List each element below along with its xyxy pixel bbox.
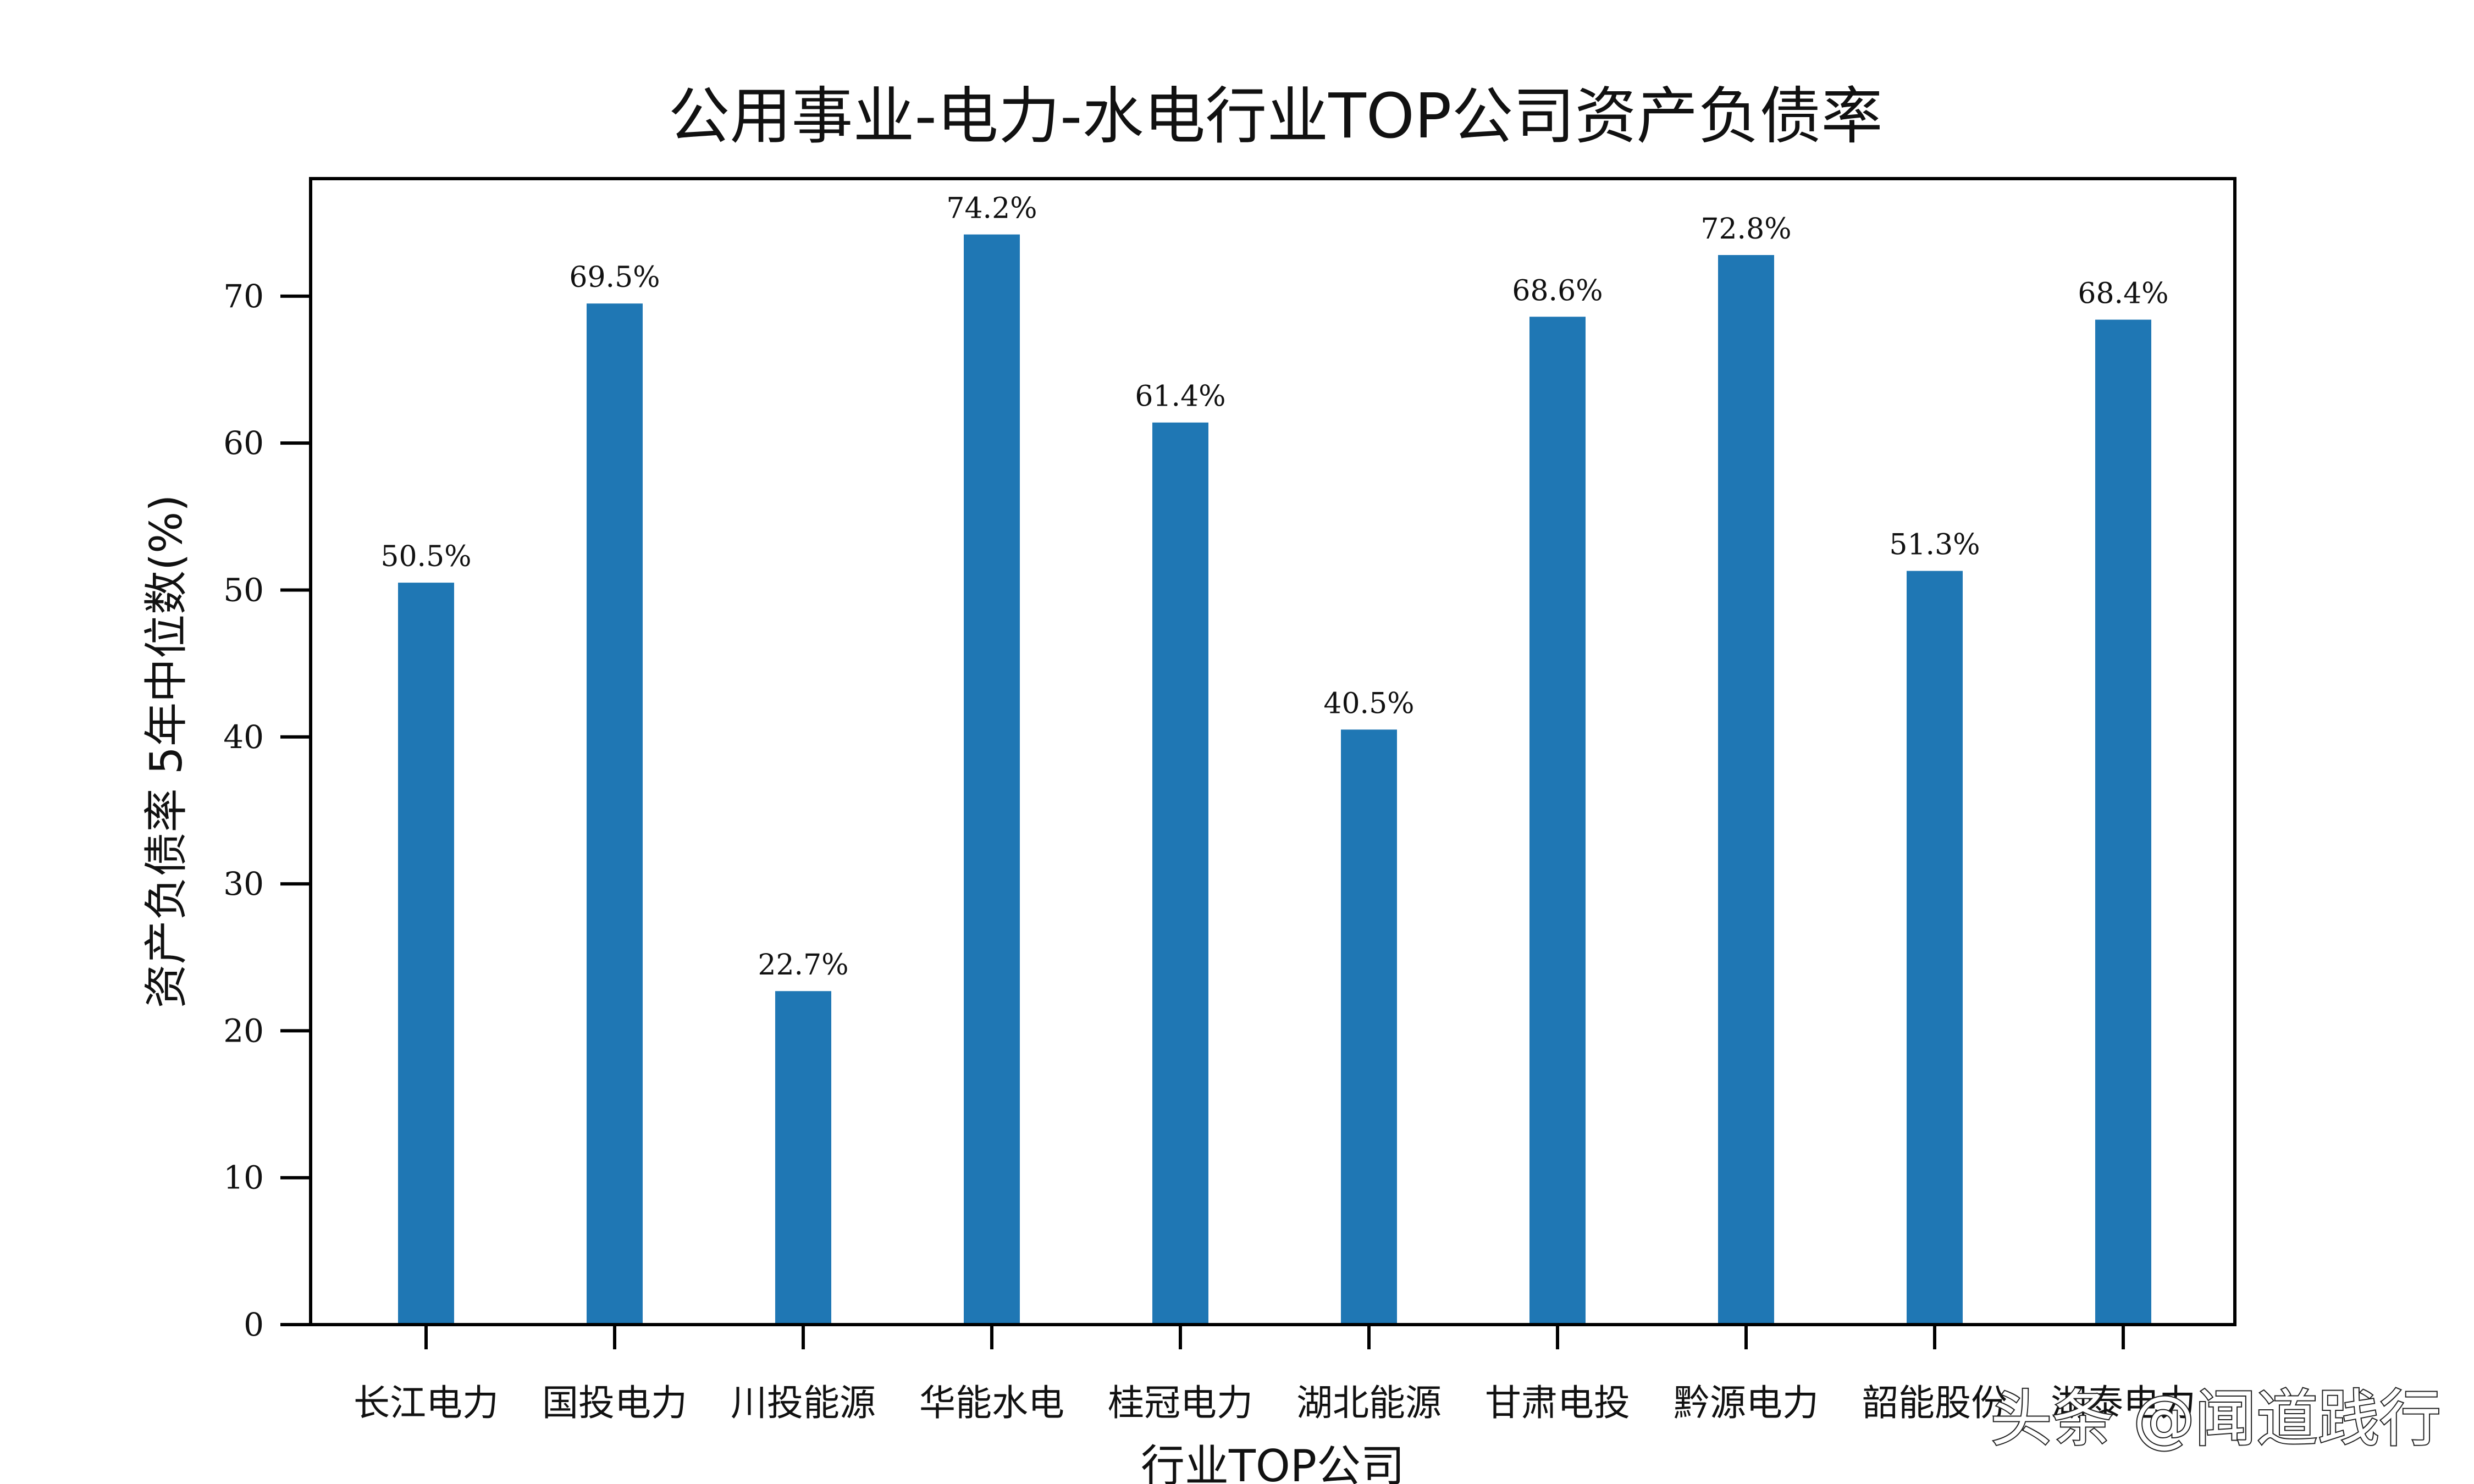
bar-10	[2095, 319, 2151, 1325]
y-axis: 0 10 20 30 40 50 60 70	[223, 278, 311, 1343]
x-tick-label-10: 湖泰电力	[2051, 1382, 2196, 1424]
bar-1	[398, 583, 454, 1325]
x-axis-title: 行业TOP公司	[1141, 1441, 1405, 1484]
chart-title: 公用事业-电力-水电行业TOP公司资产负债率	[669, 81, 1883, 152]
bar-9	[1907, 571, 1963, 1325]
data-label-7: 68.6%	[1512, 274, 1603, 307]
data-label-2: 69.5%	[569, 261, 660, 294]
x-tick-label-4: 华能水电	[919, 1382, 1064, 1424]
data-label-4: 74.2%	[946, 192, 1037, 225]
x-tick-label-9: 韶能股份	[1862, 1382, 2007, 1424]
data-label-1: 50.5%	[380, 540, 471, 573]
y-tick-label-3: 20	[223, 1012, 264, 1049]
y-tick-label-7: 60	[223, 424, 264, 462]
data-label-6: 40.5%	[1323, 687, 1414, 720]
x-tick-label-1: 长江电力	[354, 1382, 499, 1424]
x-tick-label-5: 桂冠电力	[1108, 1382, 1253, 1424]
x-tick-label-3: 川投能源	[731, 1382, 876, 1424]
data-label-3: 22.7%	[758, 949, 848, 982]
bar-7	[1529, 317, 1586, 1325]
y-tick-label-6: 50	[223, 571, 264, 608]
data-labels-group: 50.5% 69.5% 22.7% 74.2% 61.4% 40.5% 68.6% 72.8%…	[380, 192, 2168, 982]
y-tick-label-2: 10	[223, 1159, 264, 1197]
y-tick-label-4: 30	[223, 865, 264, 902]
bar-8	[1718, 255, 1774, 1325]
bar-2	[587, 303, 643, 1325]
x-tick-label-8: 黔源电力	[1674, 1382, 1819, 1424]
bar-5	[1152, 422, 1208, 1325]
y-tick-label-1: 0	[244, 1306, 264, 1343]
bar-6	[1341, 729, 1397, 1325]
y-tick-label-5: 40	[223, 718, 264, 756]
x-axis: 长江电力 国投电力 川投能源 华能水电 桂冠电力 湖北能源 甘肃电投 黔源电力 韶能股份 湖泰电力	[354, 1325, 2196, 1424]
watermark: 头条 @闻道践行	[1990, 1383, 2441, 1455]
x-tick-label-6: 湖北能源	[1296, 1382, 1442, 1424]
plot-frame	[309, 177, 2236, 1326]
data-label-8: 72.8%	[1700, 213, 1791, 246]
bar-4	[964, 234, 1020, 1325]
x-tick-label-2: 国投电力	[542, 1382, 687, 1424]
bars-group	[398, 234, 2151, 1325]
data-label-9: 51.3%	[1889, 529, 1980, 562]
y-axis-title: 资产负债率 5年中位数(%)	[141, 495, 192, 1009]
data-label-5: 61.4%	[1135, 380, 1225, 413]
y-tick-label-8: 70	[223, 278, 264, 315]
data-label-10: 68.4%	[2078, 278, 2168, 311]
bar-3	[775, 991, 831, 1325]
x-tick-label-7: 甘肃电投	[1485, 1382, 1630, 1424]
